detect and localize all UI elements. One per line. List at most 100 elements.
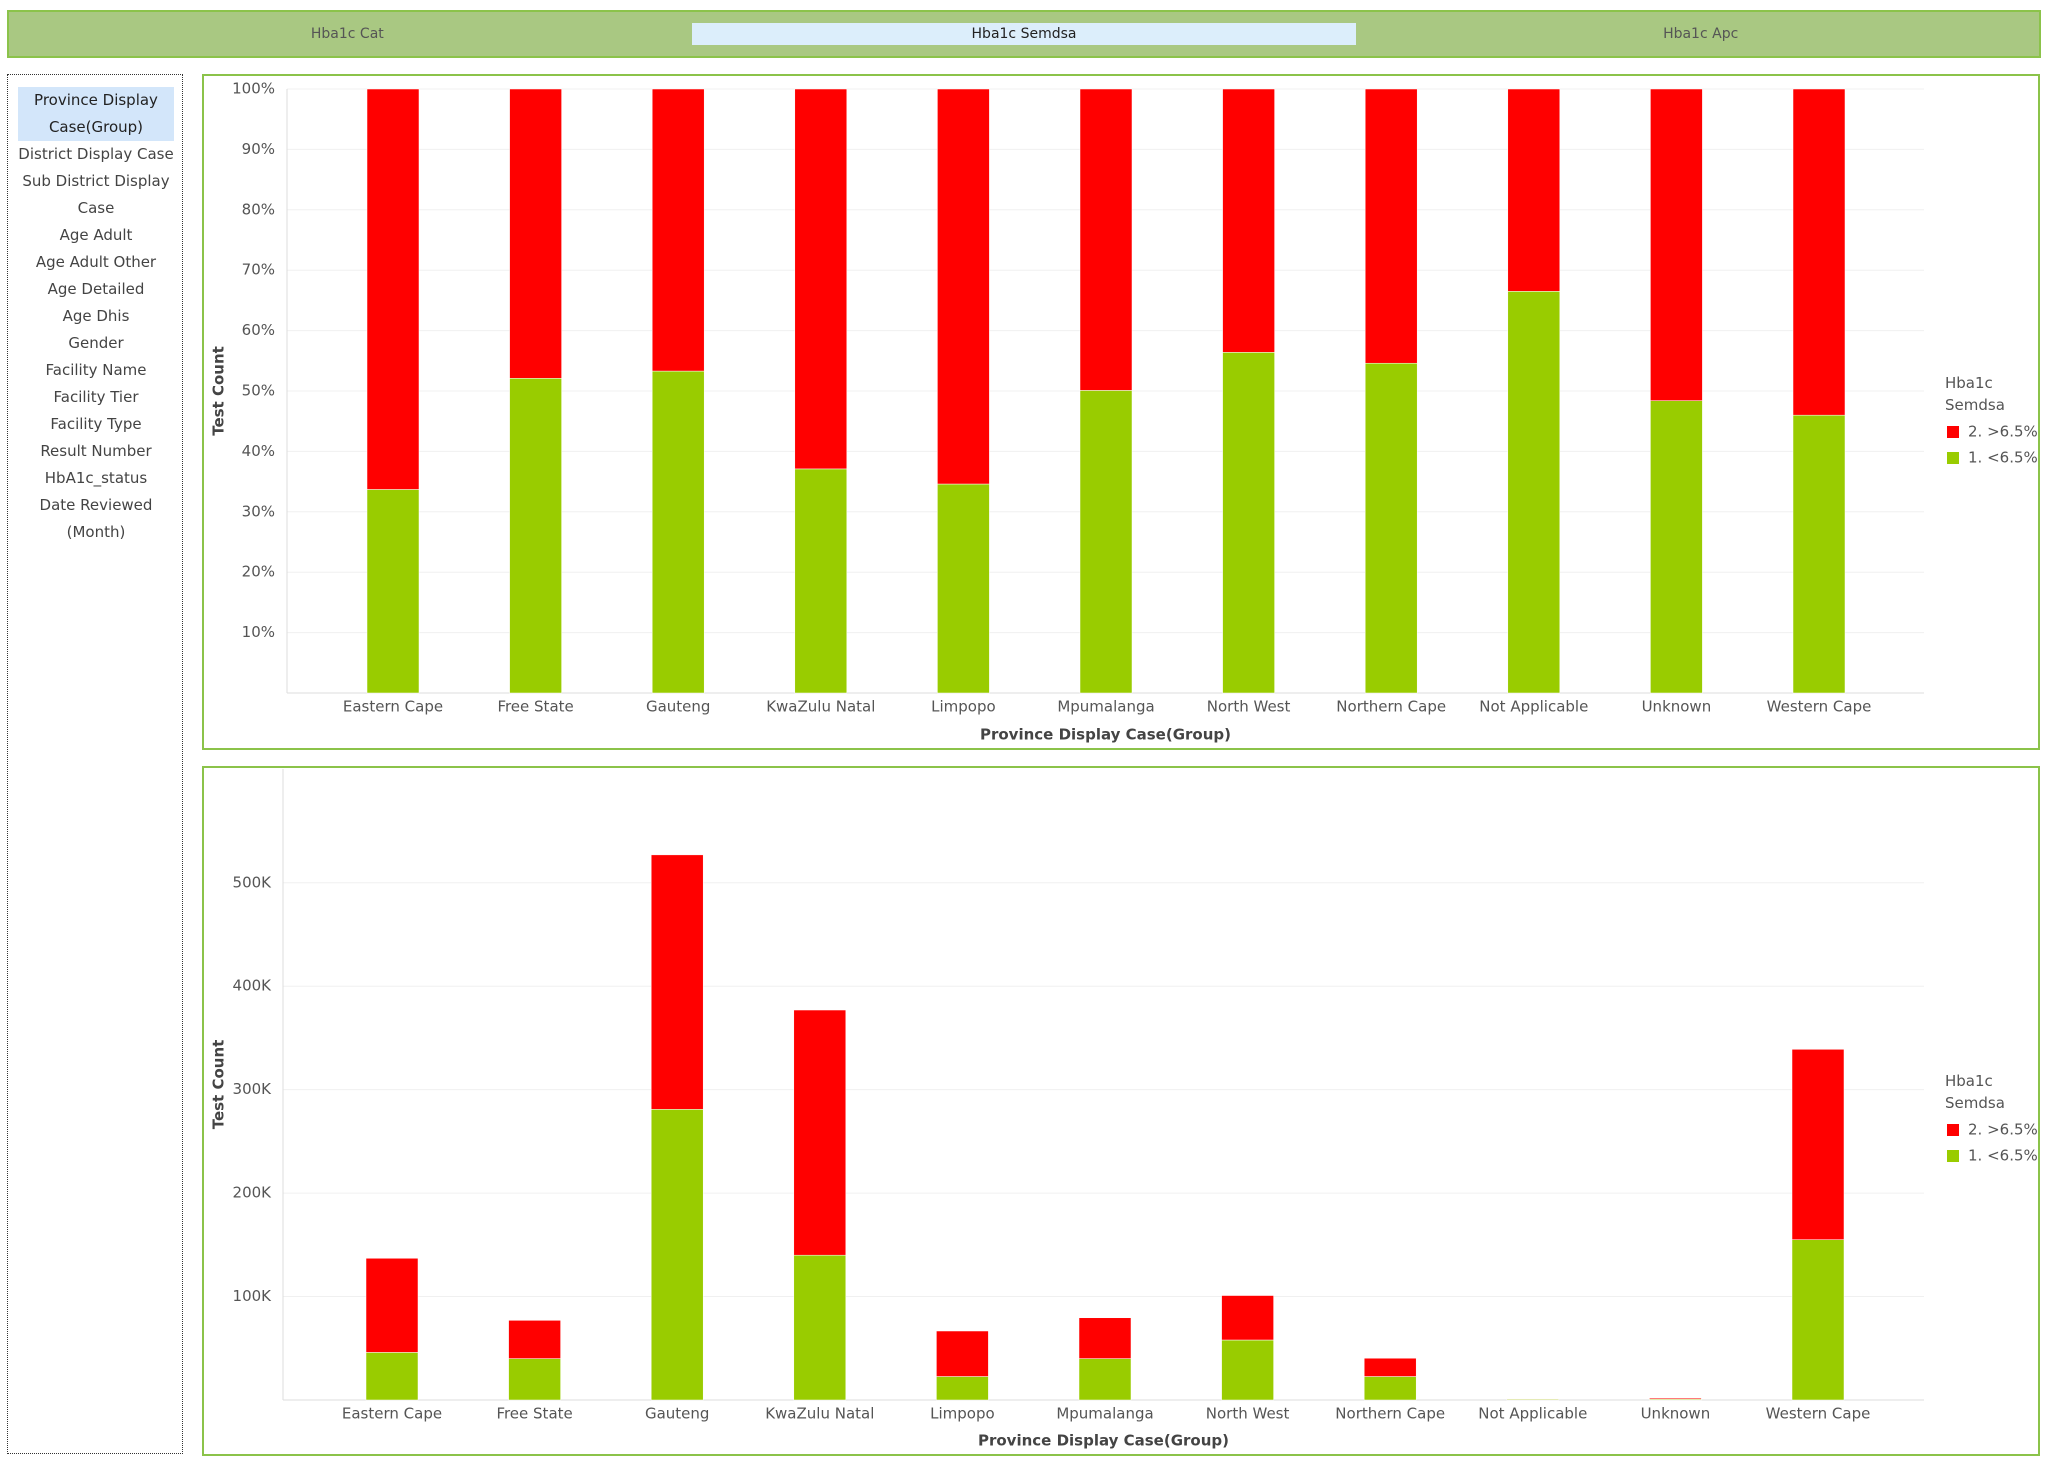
tab[interactable]: Hba1c Apc (1663, 26, 1739, 42)
tab-bar: Hba1c Cat Hba1c Semdsa Hba1c Apc (7, 10, 2041, 58)
bar-segment (937, 88, 990, 485)
y-tick-label: 40% (242, 442, 275, 460)
y-tick-label: 500K (233, 873, 273, 891)
bar-segment (1079, 88, 1133, 391)
tab[interactable]: Hba1c Cat (310, 26, 384, 42)
x-tick-label: KwaZulu Natal (766, 698, 875, 716)
legend-label: 2. >6.5% (1968, 423, 2038, 441)
legend-swatch (1947, 426, 1959, 438)
bar-segment (1364, 88, 1418, 364)
x-tick-label: Gauteng (646, 698, 710, 716)
legend-swatch (1947, 1150, 1959, 1162)
x-tick-label: Mpumalanga (1057, 698, 1154, 716)
bar-segment (936, 1330, 989, 1377)
bar-segment (650, 854, 704, 1110)
x-axis-label: Province Display Case(Group) (980, 726, 1231, 744)
bar-segment (651, 370, 705, 694)
bar-segment (1363, 1376, 1417, 1401)
x-tick-label: Mpumalanga (1056, 1405, 1153, 1423)
y-tick-label: 200K (233, 1184, 273, 1202)
bar-segment (794, 468, 848, 694)
field-list: Province Display Case(Group) District Dis… (7, 74, 183, 1454)
tab[interactable]: Hba1c Semdsa (691, 23, 1357, 45)
bar-segment (793, 1009, 847, 1256)
chart-panel (202, 766, 2040, 1456)
y-tick-label: 10% (242, 623, 275, 641)
bar-segment (1078, 1358, 1132, 1401)
field-item[interactable]: Gender (68, 334, 124, 352)
legend-label: 2. >6.5% (1968, 1121, 2038, 1139)
bar-segment (1649, 1397, 1702, 1400)
bar-segment (937, 483, 990, 694)
field-item[interactable]: Facility Name (45, 361, 147, 379)
bar-segment (1650, 88, 1703, 401)
bar-segment (1079, 390, 1133, 694)
x-tick-label: Limpopo (931, 698, 996, 716)
x-tick-label: Eastern Cape (343, 698, 443, 716)
x-tick-label: North West (1206, 1405, 1290, 1423)
field-item[interactable]: HbA1c_status (44, 469, 148, 487)
bar-segment (1364, 362, 1418, 694)
x-tick-label: Unknown (1641, 1405, 1711, 1423)
bar-segment (1650, 400, 1703, 694)
bar-segment (1791, 1239, 1845, 1401)
x-tick-label: Free State (496, 1405, 572, 1423)
x-tick-label: Northern Cape (1335, 1405, 1445, 1423)
field-item[interactable]: Age Adult (59, 226, 133, 244)
bar-segment (365, 1352, 419, 1401)
bar-segment (936, 1376, 989, 1401)
y-tick-label: 50% (242, 382, 275, 400)
bar-segment (509, 88, 562, 379)
field-item[interactable]: Age Adult Other (35, 253, 157, 271)
legend-title: Hba1c Semdsa (1945, 1072, 2005, 1112)
x-tick-label: Northern Cape (1336, 698, 1446, 716)
x-tick-label: Not Applicable (1478, 1405, 1587, 1423)
bar-segment (366, 88, 420, 490)
legend-label: 1. <6.5% (1968, 449, 2038, 467)
bar-segment (1792, 414, 1846, 694)
field-item[interactable]: Province Display Case(Group) (18, 87, 174, 141)
x-tick-label: KwaZulu Natal (765, 1405, 874, 1423)
bar-segment (793, 1254, 847, 1401)
y-tick-label: 90% (242, 140, 275, 158)
bar-segment (1792, 88, 1846, 416)
field-item[interactable]: Age Detailed (47, 280, 145, 298)
legend-swatch (1947, 1124, 1959, 1136)
bar-segment (1222, 352, 1275, 694)
chart-panel (202, 74, 2040, 750)
bar-segment (366, 489, 420, 694)
field-item[interactable]: Facility Tier (53, 388, 139, 406)
x-tick-label: Unknown (1642, 698, 1712, 716)
legend-title: Hba1c Semdsa (1945, 374, 2005, 414)
x-tick-label: Limpopo (930, 1405, 995, 1423)
legend-label: 1. <6.5% (1968, 1147, 2038, 1165)
x-tick-label: Western Cape (1766, 1405, 1871, 1423)
x-axis-label: Province Display Case(Group) (978, 1432, 1229, 1450)
field-item[interactable]: Date Reviewed (Month) (39, 496, 153, 541)
x-tick-label: Gauteng (645, 1405, 709, 1423)
bar-segment (650, 1109, 704, 1401)
y-tick-label: 70% (242, 261, 275, 279)
x-tick-label: Western Cape (1767, 698, 1872, 716)
bar-segment (1221, 1295, 1274, 1341)
bar-segment (794, 88, 848, 470)
x-tick-label: North West (1207, 698, 1291, 716)
bar-segment (1222, 88, 1275, 353)
bar-segment (365, 1258, 419, 1353)
field-item[interactable]: Age Dhis (62, 307, 130, 325)
bar-segment (1791, 1049, 1845, 1240)
field-item[interactable]: Result Number (40, 442, 152, 460)
bar-segment (508, 1358, 561, 1401)
y-tick-label: 80% (242, 200, 275, 218)
bar-segment (1078, 1317, 1132, 1359)
field-item[interactable]: District Display Case (18, 145, 174, 163)
y-tick-label: 20% (242, 563, 275, 581)
y-tick-label: 30% (242, 502, 275, 520)
y-tick-label: 100% (232, 80, 275, 98)
bar-segment (1221, 1339, 1274, 1401)
field-item[interactable]: Sub District Display Case (22, 172, 170, 217)
field-item[interactable]: Facility Type (50, 415, 142, 433)
